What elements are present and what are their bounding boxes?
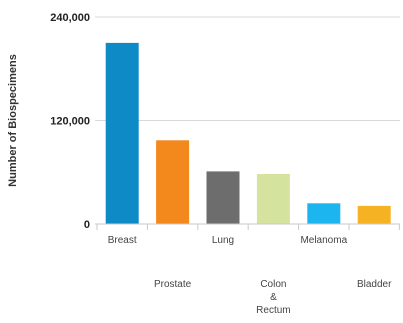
y-tick-label: 120,000 [50,116,90,128]
gridlines [95,16,400,121]
x-tick-label: Breast [108,235,137,246]
bar [357,205,391,224]
bar [256,174,290,224]
y-tick-label: 0 [84,219,90,231]
x-tick-label: Prostate [154,279,192,290]
x-tick-label: Lung [212,235,234,246]
y-axis-ticks: 0 120,000 240,000 [50,12,90,231]
bar [156,140,190,224]
y-tick-label: 240,000 [50,12,90,24]
x-tick-label: Colon & Rectum [256,279,290,316]
bar [206,171,240,224]
y-axis-label: Number of Biospecimens [7,54,19,187]
bar [307,203,341,224]
x-axis-ticks [96,224,400,230]
x-tick-label: Bladder [357,279,392,290]
x-tick-label: Melanoma [300,235,347,246]
bars [105,42,391,225]
bar [105,42,139,225]
x-axis-labels: Breast Prostate Lung Colon & Rectum Melanoma Bl… [108,235,392,316]
